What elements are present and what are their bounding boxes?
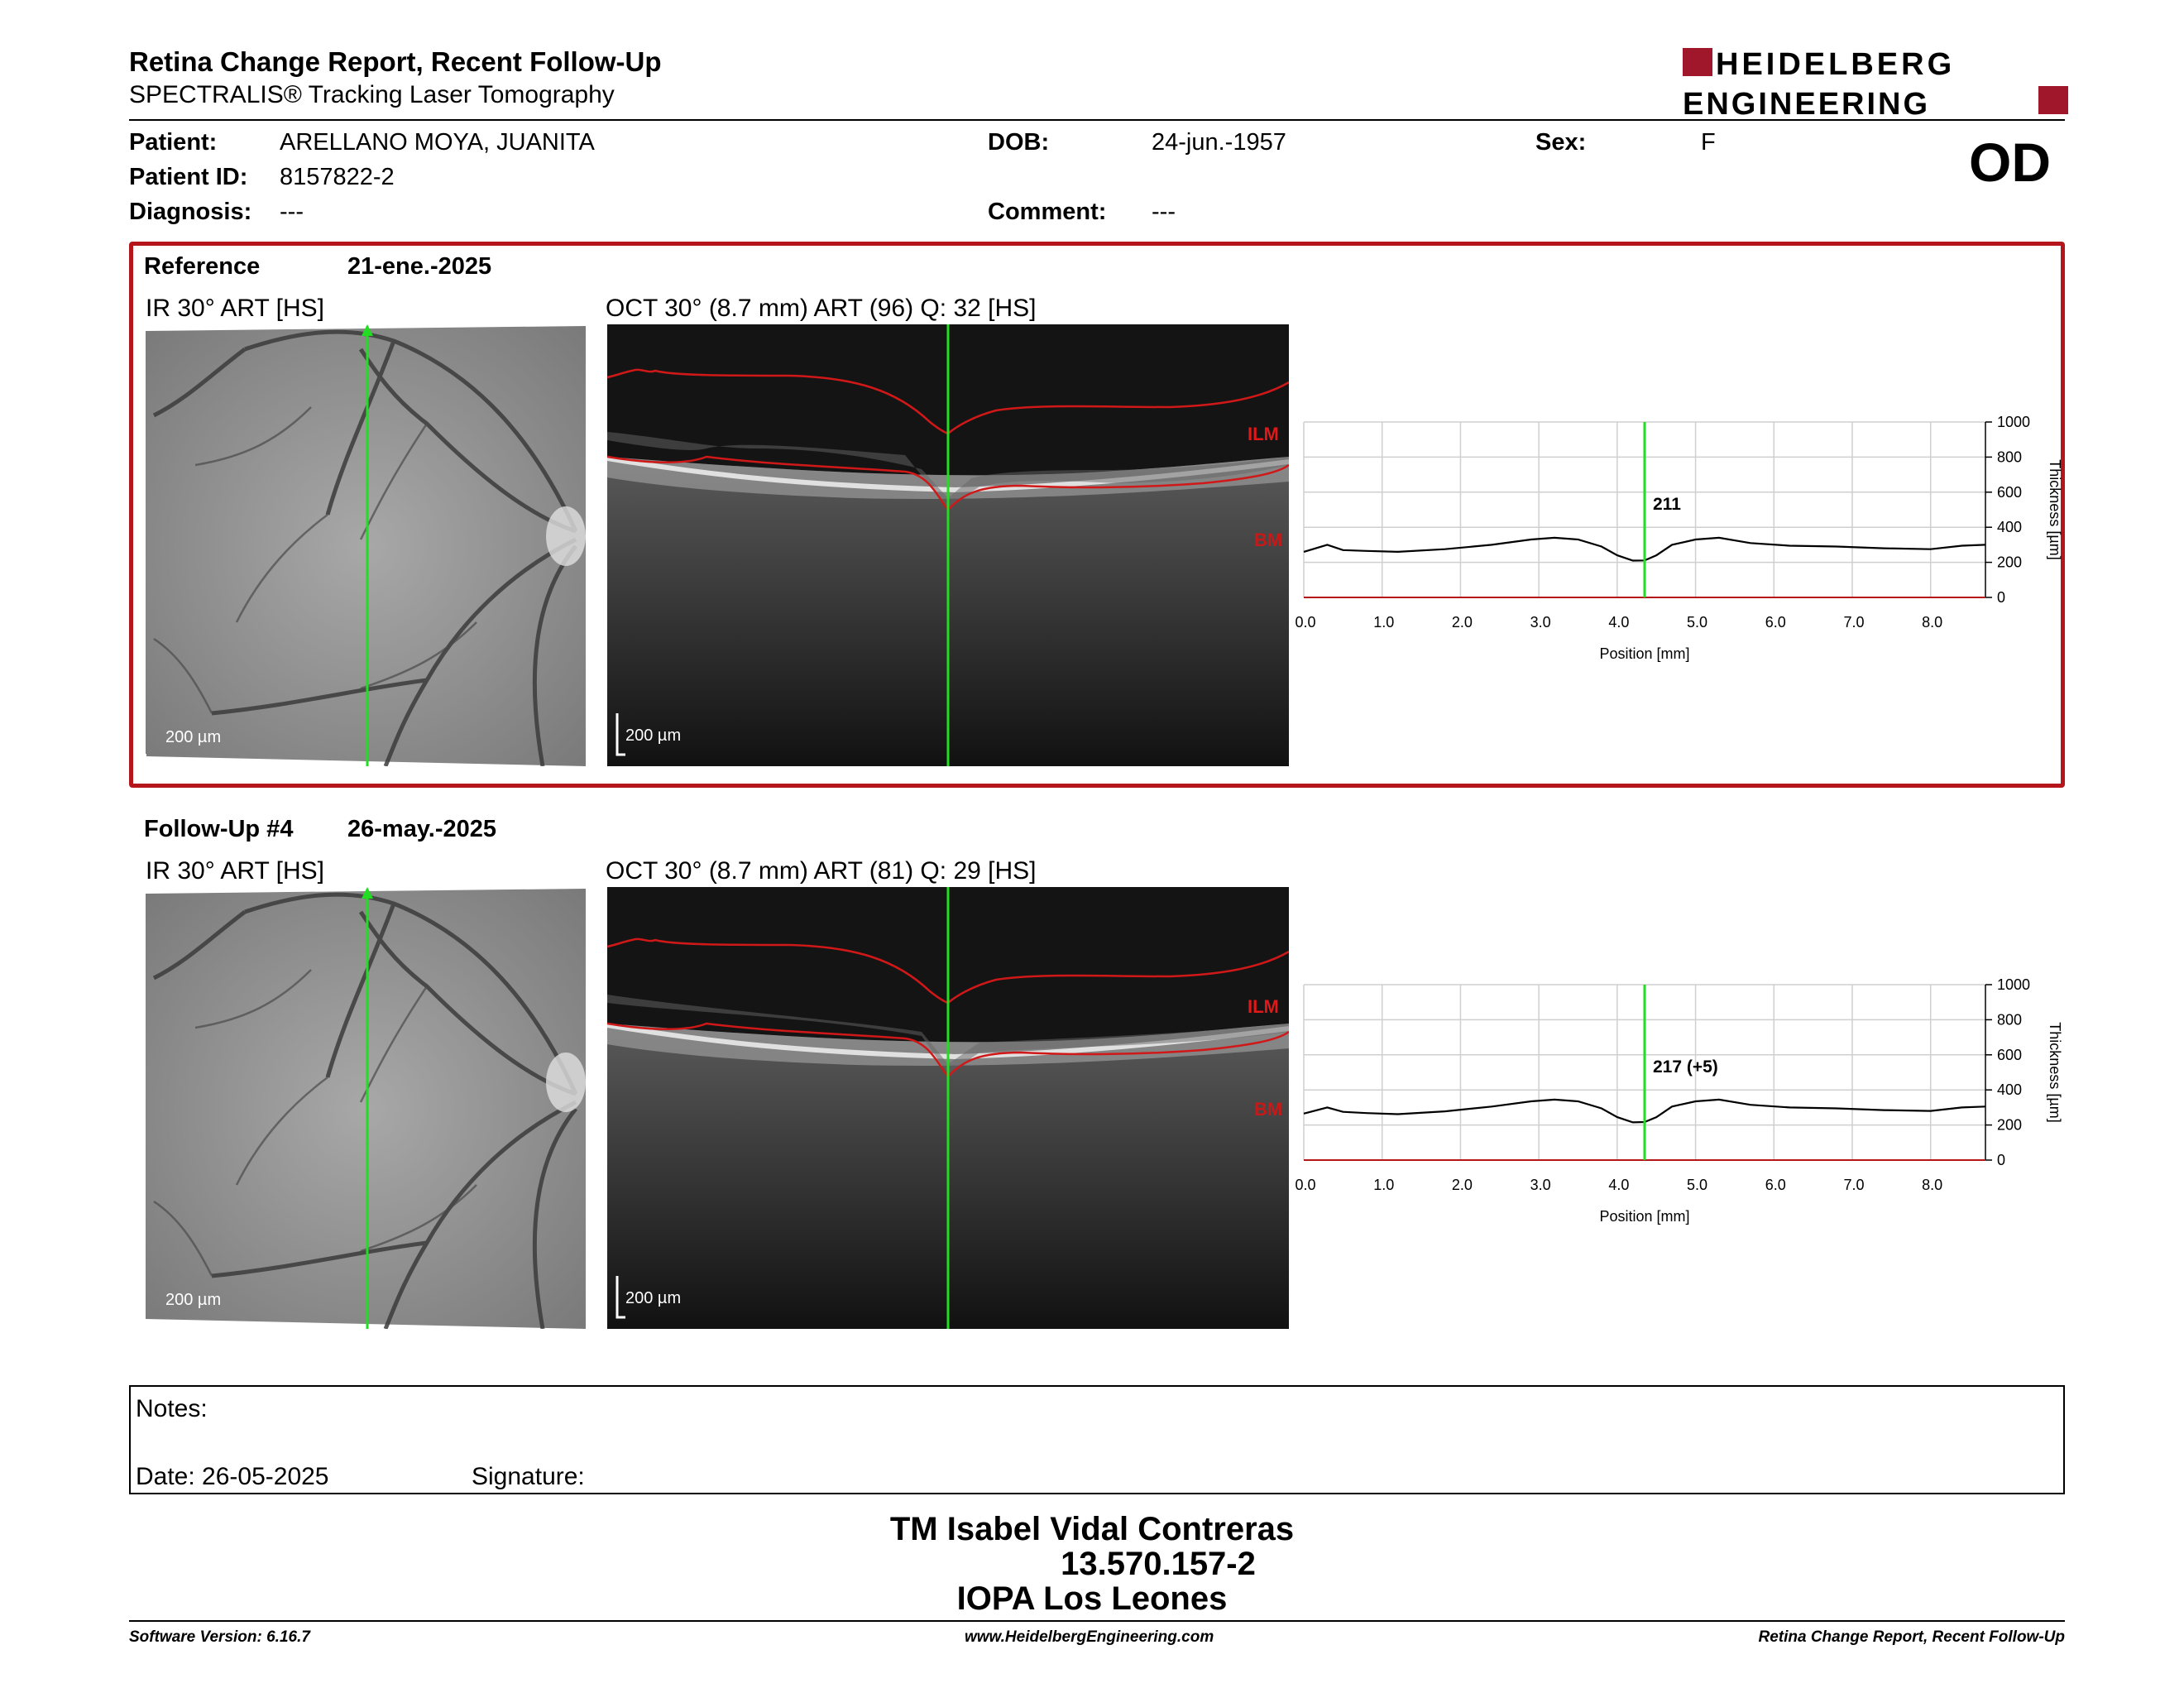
thickness-line: [1303, 536, 1986, 562]
notes-date: Date: 26-05-2025: [136, 1463, 329, 1490]
x-tick-label: 0.0: [1295, 1177, 1315, 1193]
reference-thickness-chart: 0.0 1.0 2.0 3.0 4.0 5.0 6.0 7.0 8.0 0 200 400 600 800…: [1295, 414, 2063, 662]
followup-ilm-label: ILM: [1248, 996, 1279, 1017]
x-tick-label: 8.0: [1922, 614, 1942, 631]
footer-report-name: Retina Change Report, Recent Follow-Up: [1758, 1628, 2065, 1646]
reference-oct-image: ILM BM: [607, 324, 1289, 766]
marker-value-label: 217 (+5): [1653, 1057, 1718, 1077]
followup-oct-image: ILM BM: [607, 887, 1289, 1329]
reference-highlight-box: [129, 242, 2065, 788]
reference-label: Reference: [144, 253, 261, 280]
reference-ir-image: [146, 324, 586, 766]
logo-line1: HEIDELBERG: [1716, 47, 1955, 82]
reference-oct-label: OCT 30° (8.7 mm) ART (96) Q: 32 [HS]: [606, 295, 1037, 322]
x-tick-label: 3.0: [1530, 1177, 1551, 1193]
reference-ilm-label: ILM: [1248, 424, 1279, 444]
patient-id-label: Patient ID:: [129, 164, 248, 190]
followup-ir-scale: 200 µm: [165, 1291, 222, 1309]
x-tick-label: 7.0: [1843, 614, 1864, 631]
signer-id: 13.570.157-2: [1061, 1546, 1256, 1582]
sex-value: F: [1701, 129, 1716, 156]
footer-website-link[interactable]: www.HeidelbergEngineering.com: [965, 1628, 1214, 1646]
header-divider: [129, 119, 2065, 121]
logo-square-bottom: [2038, 86, 2068, 114]
followup-label: Follow-Up #4: [144, 816, 294, 842]
comment-label: Comment:: [988, 199, 1107, 225]
report-subtitle: SPECTRALIS® Tracking Laser Tomography: [129, 81, 615, 108]
report-title: Retina Change Report, Recent Follow-Up: [129, 46, 662, 77]
followup-thickness-chart: 0.0 1.0 2.0 3.0 4.0 5.0 6.0 7.0 8.0 0 200 400 600 800…: [1295, 976, 2063, 1225]
y-tick-label: 600: [1997, 1047, 2022, 1063]
followup-date: 26-may.-2025: [347, 816, 497, 842]
notes-label: Notes:: [136, 1395, 208, 1422]
x-tick-label: 5.0: [1687, 1177, 1707, 1193]
y-tick-label: 200: [1997, 1117, 2022, 1134]
followup-oct-label: OCT 30° (8.7 mm) ART (81) Q: 29 [HS]: [606, 857, 1037, 885]
x-tick-label: 0.0: [1295, 614, 1315, 631]
diagnosis-label: Diagnosis:: [129, 199, 252, 225]
x-axis-title: Position [mm]: [1599, 645, 1689, 662]
patient-id: 8157822-2: [280, 164, 395, 190]
y-tick-label: 1000: [1997, 976, 2030, 993]
y-tick-label: 400: [1997, 519, 2022, 535]
y-tick-label: 0: [1997, 1152, 2005, 1168]
y-tick-label: 1000: [1997, 414, 2030, 430]
x-tick-label: 4.0: [1608, 1177, 1629, 1193]
x-tick-label: 6.0: [1765, 1177, 1786, 1193]
eye-indicator: OD: [1969, 132, 2051, 193]
y-tick-label: 200: [1997, 554, 2022, 571]
reference-oct-scale: 200 µm: [625, 727, 682, 745]
patient-name: ARELLANO MOYA, JUANITA: [280, 129, 595, 156]
followup-bm-label: BM: [1254, 1099, 1282, 1120]
x-axis-title: Position [mm]: [1599, 1208, 1689, 1225]
dob-value: 24-jun.-1957: [1152, 129, 1286, 156]
y-tick-label: 600: [1997, 484, 2022, 501]
sex-label: Sex:: [1535, 129, 1587, 156]
heidelberg-logo: HEIDELBERG ENGINEERING: [1683, 47, 2068, 119]
signer-institution: IOPA Los Leones: [956, 1580, 1228, 1617]
x-tick-label: 4.0: [1608, 614, 1629, 631]
followup-ir-label: IR 30° ART [HS]: [146, 857, 324, 885]
x-tick-label: 3.0: [1530, 614, 1551, 631]
footer-divider: [129, 1620, 2065, 1622]
signature-label: Signature:: [472, 1463, 585, 1490]
comment-value: ---: [1152, 199, 1176, 225]
x-tick-label: 5.0: [1687, 614, 1707, 631]
x-tick-label: 1.0: [1373, 1177, 1394, 1193]
followup-oct-scale: 200 µm: [625, 1289, 682, 1307]
x-tick-label: 6.0: [1765, 614, 1786, 631]
footer-software-version: Software Version: 6.16.7: [129, 1628, 310, 1646]
x-tick-label: 2.0: [1452, 1177, 1473, 1193]
y-tick-label: 800: [1997, 448, 2022, 465]
y-tick-label: 400: [1997, 1081, 2022, 1098]
followup-ir-image: [146, 887, 586, 1329]
reference-bm-label: BM: [1254, 530, 1282, 550]
dob-label: DOB:: [988, 129, 1050, 156]
y-axis-title: Thickness [µm]: [2047, 1022, 2063, 1122]
y-tick-label: 800: [1997, 1011, 2022, 1028]
logo-line2: ENGINEERING: [1683, 87, 1930, 119]
reference-date: 21-ene.-2025: [347, 253, 492, 280]
logo-square-top: [1683, 48, 1712, 76]
marker-value-label: 211: [1653, 495, 1681, 514]
x-tick-label: 7.0: [1843, 1177, 1864, 1193]
patient-name-label: Patient:: [129, 129, 218, 156]
x-tick-label: 1.0: [1373, 614, 1394, 631]
diagnosis-value: ---: [280, 199, 304, 225]
reference-ir-scale: 200 µm: [165, 728, 222, 746]
x-tick-label: 2.0: [1452, 614, 1473, 631]
y-tick-label: 0: [1997, 589, 2005, 606]
thickness-line: [1303, 1098, 1986, 1124]
signer-name: TM Isabel Vidal Contreras: [889, 1511, 1295, 1547]
x-tick-label: 8.0: [1922, 1177, 1942, 1193]
notes-box: [129, 1385, 2065, 1494]
y-axis-title: Thickness [µm]: [2047, 459, 2063, 559]
reference-ir-label: IR 30° ART [HS]: [146, 295, 324, 322]
